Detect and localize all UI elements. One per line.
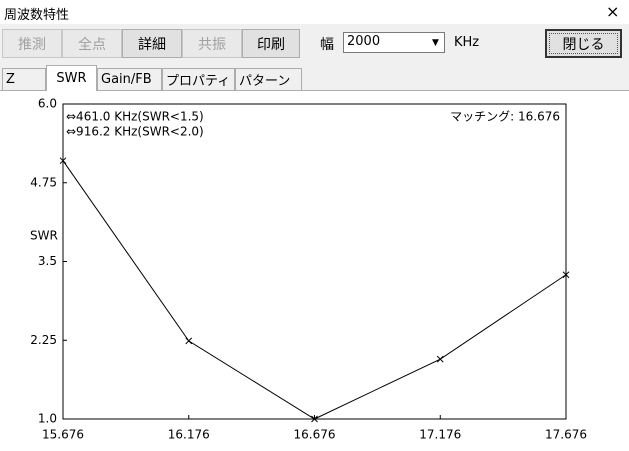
title-bar	[0, 0, 629, 24]
detail-button[interactable]: 詳細	[122, 29, 182, 58]
chart: SWR ⇔461.0 KHz(SWR<1.5) ⇔916.2 KHz(SWR<2…	[30, 97, 587, 442]
y-tick-label: 2.25	[30, 333, 57, 347]
close-button[interactable]: 閉じる	[545, 29, 622, 58]
width-combo[interactable]: 2000	[343, 32, 445, 53]
window-title: 周波数特性	[4, 8, 70, 23]
swr-line	[62, 160, 567, 420]
y-axis-label: SWR	[30, 229, 58, 243]
close-icon[interactable]: ×	[606, 2, 620, 21]
tab[interactable]: プロパティ	[162, 68, 235, 90]
x-tick-label: 16.676	[294, 428, 336, 442]
y-tick-label: 6.0	[38, 97, 57, 111]
combo-arrow[interactable]: ▼	[432, 37, 439, 48]
point-marker	[562, 271, 570, 279]
x-tick-label: 15.676	[42, 428, 84, 442]
y-tick-label: 3.5	[38, 254, 57, 268]
point-marker	[311, 415, 318, 423]
annotation: マッチング: 16.676	[450, 110, 560, 124]
tab-selected[interactable]: SWR	[46, 65, 97, 91]
annotation: ⇔461.0 KHz(SWR<1.5)	[66, 110, 204, 124]
guess-button[interactable]: 推測	[2, 29, 62, 58]
chart-area	[0, 90, 629, 451]
tab[interactable]: パターン	[235, 68, 302, 90]
y-tick-label: 4.75	[30, 175, 57, 189]
resonance-button[interactable]: 共振	[182, 29, 242, 58]
plot-frame	[62, 103, 567, 420]
y-tick-label: 1.0	[38, 412, 57, 426]
tab[interactable]: Z	[2, 68, 46, 90]
all-points-button[interactable]: 全点	[62, 29, 122, 58]
point-marker	[185, 337, 193, 345]
width-label: 幅	[320, 37, 334, 53]
point-marker	[436, 355, 444, 363]
print-button[interactable]: 印刷	[242, 29, 300, 58]
x-tick-label: 16.176	[168, 428, 210, 442]
x-tick-label: 17.176	[419, 428, 461, 442]
x-tick-label: 17.676	[545, 428, 587, 442]
unit-label: KHz	[454, 35, 480, 50]
point-marker	[59, 157, 67, 165]
annotation: ⇔916.2 KHz(SWR<2.0)	[66, 125, 204, 139]
tab[interactable]: Gain/FB	[97, 68, 162, 90]
